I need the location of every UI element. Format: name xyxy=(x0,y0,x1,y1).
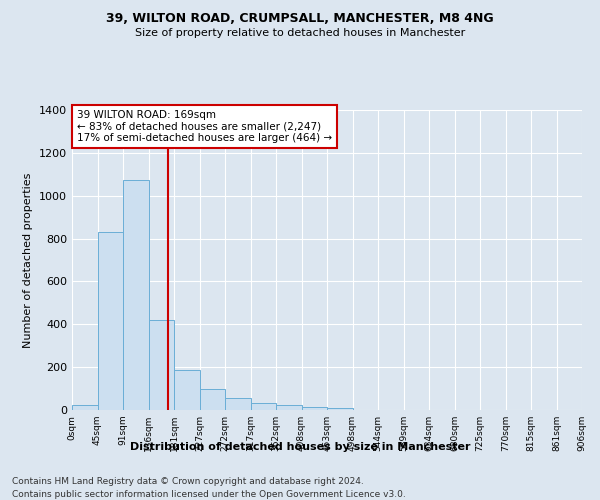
Bar xyxy=(199,388,225,410)
Bar xyxy=(149,320,174,410)
Bar xyxy=(72,404,97,410)
Bar xyxy=(174,370,199,410)
Bar xyxy=(97,232,123,410)
Bar xyxy=(225,398,251,410)
Text: 39, WILTON ROAD, CRUMPSALL, MANCHESTER, M8 4NG: 39, WILTON ROAD, CRUMPSALL, MANCHESTER, … xyxy=(106,12,494,26)
Bar xyxy=(123,180,149,410)
Text: Contains HM Land Registry data © Crown copyright and database right 2024.: Contains HM Land Registry data © Crown c… xyxy=(12,478,364,486)
Text: Contains public sector information licensed under the Open Government Licence v3: Contains public sector information licen… xyxy=(12,490,406,499)
Text: Distribution of detached houses by size in Manchester: Distribution of detached houses by size … xyxy=(130,442,470,452)
Text: 39 WILTON ROAD: 169sqm
← 83% of detached houses are smaller (2,247)
17% of semi-: 39 WILTON ROAD: 169sqm ← 83% of detached… xyxy=(77,110,332,143)
Y-axis label: Number of detached properties: Number of detached properties xyxy=(23,172,34,348)
Bar xyxy=(327,408,353,410)
Text: Size of property relative to detached houses in Manchester: Size of property relative to detached ho… xyxy=(135,28,465,38)
Bar xyxy=(276,406,302,410)
Bar xyxy=(251,402,276,410)
Bar xyxy=(302,407,327,410)
